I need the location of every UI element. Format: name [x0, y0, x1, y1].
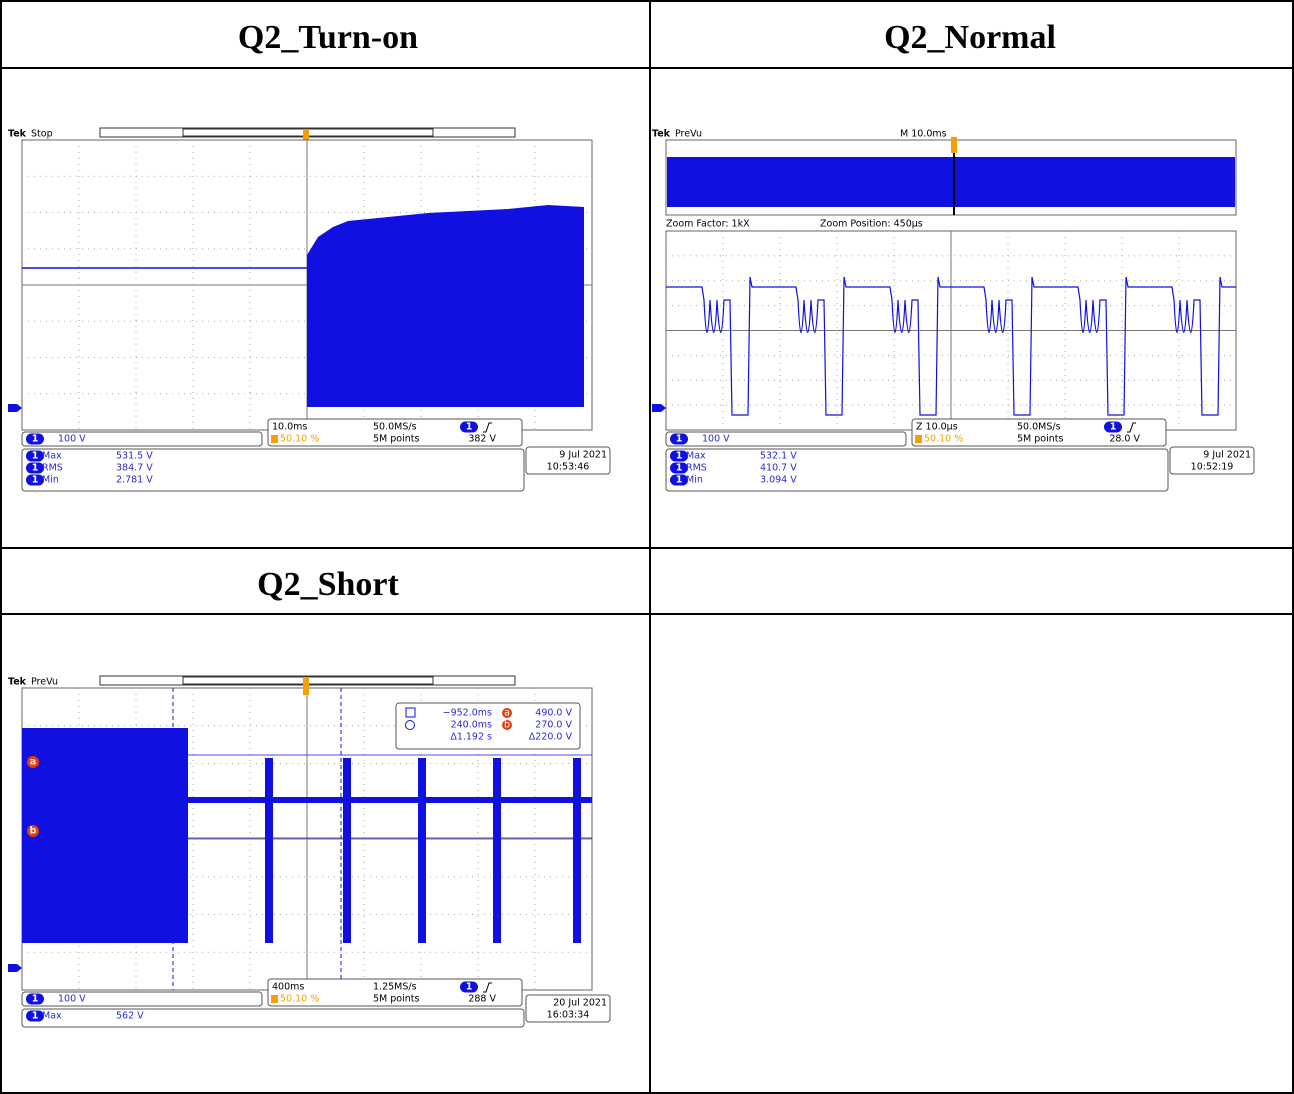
- waveform: [418, 758, 426, 943]
- record-length: 5M points: [373, 994, 419, 1005]
- channel-number: 1: [32, 434, 39, 445]
- trigger-position: 50.10 %: [280, 994, 319, 1005]
- waveform: [265, 758, 273, 943]
- time: 10:52:19: [1191, 462, 1234, 473]
- measure-name: Min: [686, 475, 703, 486]
- trigger-icon: [915, 435, 922, 443]
- trigger-level: 28.0 V: [1109, 434, 1140, 445]
- overview-wave: [667, 157, 1235, 207]
- acq-mode: PreVu: [31, 677, 58, 688]
- cell-header: Q2_Normal: [884, 19, 1056, 56]
- waveform: [307, 205, 584, 407]
- cursor-volt: 270.0 V: [535, 720, 572, 731]
- trigger-level: 382 V: [468, 434, 496, 445]
- measure-value: 384.7 V: [116, 463, 153, 474]
- channel-scale: 100 V: [58, 434, 86, 445]
- channel-number: 1: [676, 463, 683, 474]
- date: 20 Jul 2021: [553, 998, 607, 1009]
- timebase: 400ms: [272, 982, 304, 993]
- brand: Tek: [8, 129, 27, 140]
- cell-header: Q2_Turn-on: [238, 19, 418, 56]
- timebase: 10.0ms: [272, 422, 307, 433]
- acq-mode: Stop: [31, 129, 53, 140]
- horizontal-scale: M 10.0ms: [900, 129, 947, 140]
- waveform: [22, 728, 188, 943]
- cursor-time: Δ1.192 s: [450, 732, 492, 743]
- time: 16:03:34: [547, 1010, 590, 1021]
- date: 9 Jul 2021: [1203, 450, 1251, 461]
- measure-value: 2.781 V: [116, 475, 153, 486]
- sample-rate: 1.25MS/s: [373, 982, 417, 993]
- ground-marker: [8, 964, 22, 972]
- sample-rate: 50.0MS/s: [373, 422, 417, 433]
- measure-value: 531.5 V: [116, 451, 153, 462]
- measure-value: 562 V: [116, 1011, 144, 1022]
- measure-value: 410.7 V: [760, 463, 797, 474]
- channel-number: 1: [676, 451, 683, 462]
- ground-marker: [652, 404, 666, 412]
- brand: Tek: [8, 677, 27, 688]
- measure-value: 532.1 V: [760, 451, 797, 462]
- trigger-icon: [271, 995, 278, 1003]
- oscilloscope-screen: TekPreVuab−952.0msa490.0 V240.0msb270.0 …: [8, 676, 610, 1027]
- ground-marker: [8, 404, 22, 412]
- time: 10:53:46: [547, 462, 590, 473]
- acq-mode: PreVu: [675, 129, 702, 140]
- record-length: 5M points: [373, 434, 419, 445]
- trigger-marker: [303, 677, 309, 695]
- brand: Tek: [652, 129, 671, 140]
- measure-name: RMS: [42, 463, 63, 474]
- cursor-volt: 490.0 V: [535, 708, 572, 719]
- trigger-position: 50.10 %: [280, 434, 319, 445]
- cursor-name: b: [30, 826, 37, 837]
- oscilloscope-screen: Tek PreVu M 10.0ms Zoom Factor: 1kX Zoom Pos…: [652, 129, 1254, 492]
- cursor-name: b: [504, 720, 510, 731]
- channel-number: 1: [32, 451, 39, 462]
- measure-name: RMS: [686, 463, 707, 474]
- timebase: Z 10.0µs: [916, 422, 958, 433]
- cursor-time: −952.0ms: [443, 708, 492, 719]
- cell-header: Q2_Short: [257, 566, 399, 603]
- measure-name: Min: [42, 475, 59, 486]
- sample-rate: 50.0MS/s: [1017, 422, 1061, 433]
- waveform: [188, 797, 592, 803]
- waveform: [573, 758, 581, 943]
- cursor-name: a: [504, 708, 510, 719]
- trigger-icon: [271, 435, 278, 443]
- channel-number: 1: [676, 434, 683, 445]
- readout-box: [22, 449, 524, 491]
- channel-number: 1: [32, 1011, 39, 1022]
- measure-name: Max: [42, 1011, 62, 1022]
- trigger-position: 50.10 %: [924, 434, 963, 445]
- readout-box: [22, 1009, 524, 1027]
- channel-number: 1: [466, 422, 473, 433]
- document: Q2_Turn-on Q2_Normal Q2_Short Tek Stop 1 10…: [0, 0, 1294, 1094]
- channel-number: 1: [32, 994, 39, 1005]
- zoom-position: Zoom Position: 450µs: [820, 219, 923, 230]
- date: 9 Jul 2021: [559, 450, 607, 461]
- cursor-name: a: [30, 757, 36, 768]
- page: Q2_Turn-on Q2_Normal Q2_Short Tek Stop 1 10…: [0, 0, 1294, 1094]
- channel-scale: 100 V: [58, 994, 86, 1005]
- measure-name: Max: [42, 451, 62, 462]
- zoom-factor: Zoom Factor: 1kX: [666, 219, 750, 230]
- record-length: 5M points: [1017, 434, 1063, 445]
- oscilloscope-screen: Tek Stop 1 100 V 10.0ms 50.0MS/s 1 50.10 % 5M po…: [8, 128, 610, 491]
- channel-number: 1: [32, 463, 39, 474]
- trigger-marker: [951, 137, 957, 153]
- cursor-volt: Δ220.0 V: [529, 732, 573, 743]
- channel-scale: 100 V: [702, 434, 730, 445]
- readout-box: [666, 449, 1168, 491]
- trigger-level: 288 V: [468, 994, 496, 1005]
- channel-number: 1: [466, 982, 473, 993]
- waveform: [493, 758, 501, 943]
- channel-number: 1: [1110, 422, 1117, 433]
- waveform: [343, 758, 351, 943]
- cursor-time: 240.0ms: [451, 720, 492, 731]
- channel-number: 1: [32, 475, 39, 486]
- channel-number: 1: [676, 475, 683, 486]
- measure-value: 3.094 V: [760, 475, 797, 486]
- measure-name: Max: [686, 451, 706, 462]
